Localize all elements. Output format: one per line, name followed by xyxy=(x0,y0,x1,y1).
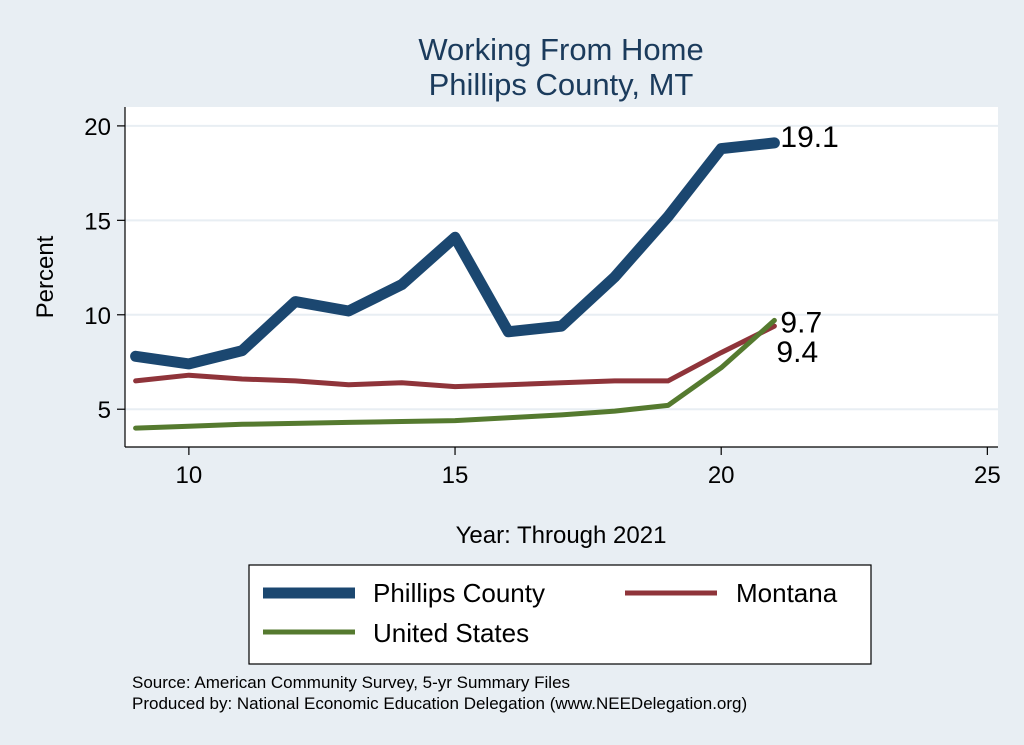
x-tick-label-20: 20 xyxy=(708,462,735,489)
end-label-0: 19.1 xyxy=(780,121,838,154)
legend-label-phillips-county: Phillips County xyxy=(373,578,545,608)
chart-title-line-2: Phillips County, MT xyxy=(429,67,694,102)
grid-lines xyxy=(125,124,998,411)
end-label-2: 9.4 xyxy=(776,336,818,369)
x-tick-label-15: 15 xyxy=(442,462,469,489)
series-line-united-states xyxy=(133,317,777,431)
x-axis-label: Year: Through 2021 xyxy=(456,522,667,549)
legend-box xyxy=(248,564,872,665)
legend-label-united-states: United States xyxy=(373,618,529,648)
y-tick-label-20: 20 xyxy=(84,114,111,141)
series-line-phillips-county xyxy=(130,137,780,370)
y-axis-label: Percent xyxy=(32,235,59,318)
x-tick-label-25: 25 xyxy=(974,462,1001,489)
legend-label-montana: Montana xyxy=(736,578,838,608)
plot-area xyxy=(125,107,998,447)
y-tick-label-10: 10 xyxy=(84,303,111,330)
end-value-labels: 19.1 9.79.4 xyxy=(776,121,838,369)
series-line-montana xyxy=(133,323,777,390)
y-tick-label-15: 15 xyxy=(84,208,111,235)
axes xyxy=(124,107,998,448)
end-label-1: 9.7 xyxy=(780,306,822,339)
source-note: Source: American Community Survey, 5-yr … xyxy=(132,673,570,692)
axis-ticks: 5 10 15 20 10 15 20 25 xyxy=(84,114,1000,489)
series-lines xyxy=(130,137,780,431)
produced-by-note: Produced by: National Economic Education… xyxy=(132,694,747,713)
chart-title-line-1: Working From Home xyxy=(418,32,703,67)
y-tick-label-5: 5 xyxy=(98,397,111,424)
x-tick-label-10: 10 xyxy=(176,462,203,489)
